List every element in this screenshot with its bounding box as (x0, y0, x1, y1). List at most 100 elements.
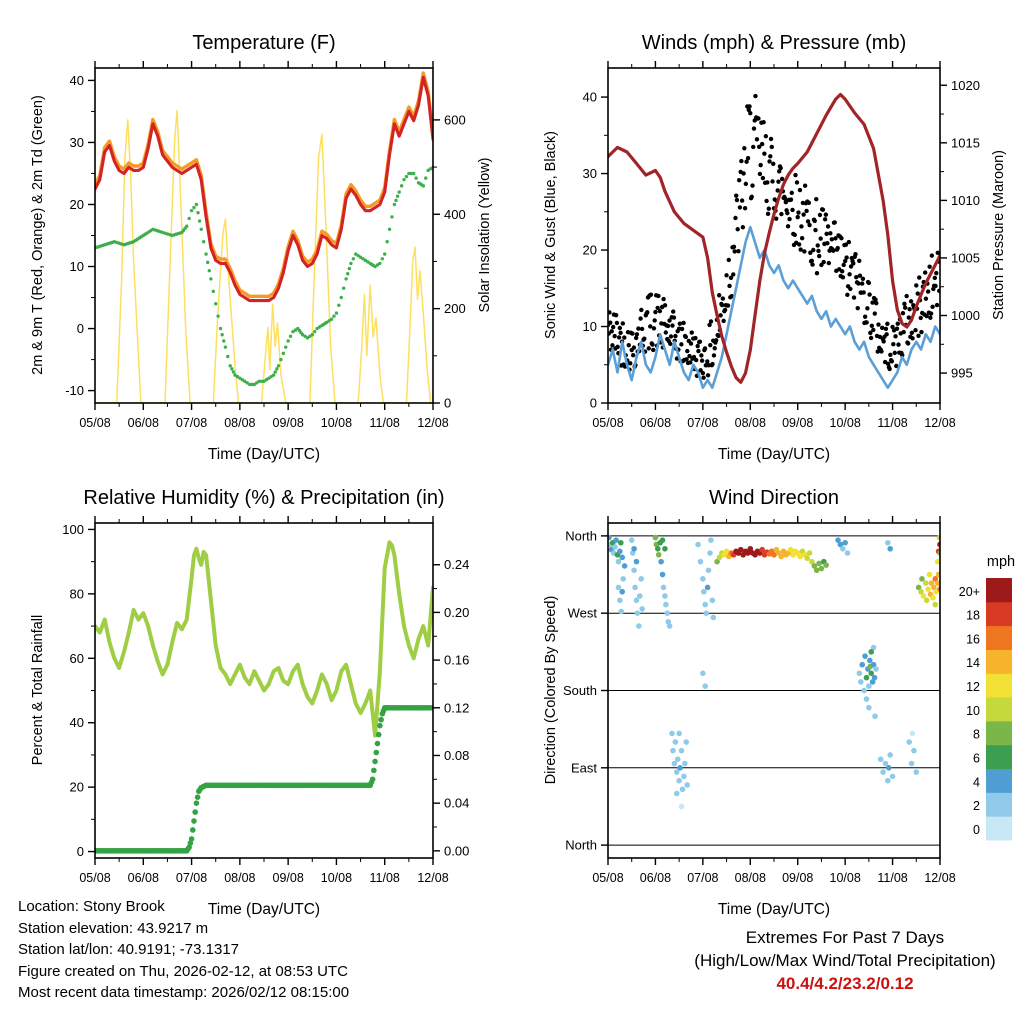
axes: 05/08 06/08 07/08 08/08 09/08 10/08 11/08 12/08… (65, 61, 466, 430)
svg-text:Percent & Total Rainfall: Percent & Total Rainfall (30, 615, 46, 765)
svg-text:10/08: 10/08 (321, 871, 352, 885)
svg-text:100: 100 (62, 522, 84, 537)
svg-text:Sonic Wind & Gust (Blue, Black: Sonic Wind & Gust (Blue, Black) (543, 131, 559, 339)
svg-text:Time (Day/UTC): Time (Day/UTC) (208, 446, 320, 463)
figure-created-timestamp: Figure created on Thu, 2026-02-12, at 08… (18, 962, 348, 980)
svg-text:14: 14 (966, 656, 980, 670)
svg-text:07/08: 07/08 (176, 416, 207, 430)
svg-text:0.20: 0.20 (444, 605, 469, 620)
station-location: Location: Stony Brook (18, 898, 165, 915)
svg-text:08/08: 08/08 (735, 871, 766, 885)
svg-text:1005: 1005 (951, 250, 980, 265)
svg-text:09/08: 09/08 (273, 416, 304, 430)
svg-text:South: South (563, 683, 597, 698)
svg-text:Temperature (F): Temperature (F) (192, 32, 335, 54)
temperature-9m-series (95, 71, 433, 298)
svg-text:2: 2 (973, 799, 980, 813)
svg-text:1010: 1010 (951, 193, 980, 208)
svg-text:40: 40 (583, 90, 597, 105)
svg-text:0: 0 (444, 396, 451, 411)
station-info: Location: Stony Brook Station elevation:… (18, 896, 349, 1004)
extremes-values: 40.4/4.2/23.2/0.12 (776, 974, 914, 993)
svg-text:0.16: 0.16 (444, 653, 469, 668)
svg-text:West: West (568, 606, 598, 621)
svg-text:2m & 9m T (Red, Orange) & 2m T: 2m & 9m T (Red, Orange) & 2m Td (Green) (30, 95, 46, 375)
svg-text:6: 6 (973, 751, 980, 765)
svg-text:20: 20 (70, 780, 84, 795)
axes: 05/08 06/08 07/08 08/08 09/08 10/08 11/08 12/08… (583, 61, 980, 430)
svg-text:0.04: 0.04 (444, 796, 469, 811)
svg-text:60: 60 (70, 651, 84, 666)
svg-text:0: 0 (77, 321, 84, 336)
svg-text:16: 16 (966, 632, 980, 646)
svg-text:30: 30 (70, 135, 84, 150)
station-pressure-series (608, 92, 940, 384)
relative-humidity-series (95, 540, 433, 738)
svg-text:06/08: 06/08 (128, 416, 159, 430)
svg-text:05/08: 05/08 (592, 871, 623, 885)
svg-text:8: 8 (973, 728, 980, 742)
svg-text:05/08: 05/08 (79, 416, 110, 430)
solar-insolation-series (95, 109, 433, 403)
svg-text:4: 4 (973, 775, 980, 789)
svg-text:10: 10 (966, 704, 980, 718)
svg-text:mph: mph (987, 554, 1015, 570)
svg-text:Direction (Colored By Speed): Direction (Colored By Speed) (543, 596, 559, 785)
svg-text:0.00: 0.00 (444, 843, 469, 858)
svg-text:1015: 1015 (951, 135, 980, 150)
temperature-2m-series (95, 75, 433, 303)
svg-text:Time (Day/UTC): Time (Day/UTC) (208, 901, 320, 918)
extremes-subtitle: (High/Low/Max Wind/Total Precipitation) (694, 951, 996, 970)
svg-text:09/08: 09/08 (782, 871, 813, 885)
svg-text:North: North (565, 838, 597, 853)
svg-text:1020: 1020 (951, 78, 980, 93)
svg-text:Solar Insolation (Yellow): Solar Insolation (Yellow) (477, 157, 493, 312)
svg-text:Time (Day/UTC): Time (Day/UTC) (718, 446, 830, 463)
svg-text:12/08: 12/08 (417, 416, 448, 430)
station-latlon: Station lat/lon: 40.9191; -73.1317 (18, 941, 240, 958)
svg-text:08/08: 08/08 (224, 416, 255, 430)
svg-text:11/08: 11/08 (370, 871, 400, 885)
svg-text:20: 20 (583, 243, 597, 258)
svg-text:07/08: 07/08 (176, 871, 207, 885)
svg-text:07/08: 07/08 (687, 416, 718, 430)
svg-text:10: 10 (583, 319, 597, 334)
svg-text:12/08: 12/08 (924, 871, 955, 885)
svg-text:09/08: 09/08 (782, 416, 813, 430)
svg-text:40: 40 (70, 73, 84, 88)
svg-text:80: 80 (70, 586, 84, 601)
svg-text:Winds (mph) & Pressure (mb): Winds (mph) & Pressure (mb) (642, 32, 907, 54)
svg-text:07/08: 07/08 (687, 871, 718, 885)
svg-text:0: 0 (77, 844, 84, 859)
sonic-wind-series (608, 225, 940, 390)
dewpoint-2m-series (95, 165, 433, 387)
humidity-precip-chart: 05/08 06/08 07/08 08/08 09/08 10/08 11/08 12/08… (30, 487, 469, 918)
svg-text:18: 18 (966, 609, 980, 623)
svg-text:06/08: 06/08 (640, 871, 671, 885)
svg-text:400: 400 (444, 207, 466, 222)
svg-text:09/08: 09/08 (273, 871, 304, 885)
axes: 05/08 06/08 07/08 08/08 09/08 10/08 11/08 12/08… (563, 516, 956, 885)
svg-text:-10: -10 (65, 383, 84, 398)
svg-text:0.08: 0.08 (444, 748, 469, 763)
svg-text:0.24: 0.24 (444, 557, 469, 572)
svg-text:08/08: 08/08 (735, 416, 766, 430)
svg-text:Relative Humidity (%) & Precip: Relative Humidity (%) & Precipitation (i… (83, 487, 444, 509)
svg-text:05/08: 05/08 (592, 416, 623, 430)
svg-text:06/08: 06/08 (640, 416, 671, 430)
wind-speed-colorbar: mph 20+ 18 16 14 12 10 8 6 4 2 0 (959, 554, 1015, 841)
svg-text:North: North (565, 528, 597, 543)
svg-text:11/08: 11/08 (877, 416, 907, 430)
svg-text:20+: 20+ (959, 585, 980, 599)
svg-text:12: 12 (966, 680, 980, 694)
axes: 05/08 06/08 07/08 08/08 09/08 10/08 11/08 12/08… (62, 516, 469, 885)
svg-text:600: 600 (444, 112, 466, 127)
recent-data-timestamp: Most recent data timestamp: 2026/02/12 0… (18, 984, 350, 1001)
svg-text:10/08: 10/08 (830, 871, 861, 885)
svg-text:12/08: 12/08 (924, 416, 955, 430)
winds-pressure-chart: 05/08 06/08 07/08 08/08 09/08 10/08 11/08 12/08… (543, 32, 1007, 463)
svg-text:20: 20 (70, 197, 84, 212)
svg-text:0.12: 0.12 (444, 700, 469, 715)
